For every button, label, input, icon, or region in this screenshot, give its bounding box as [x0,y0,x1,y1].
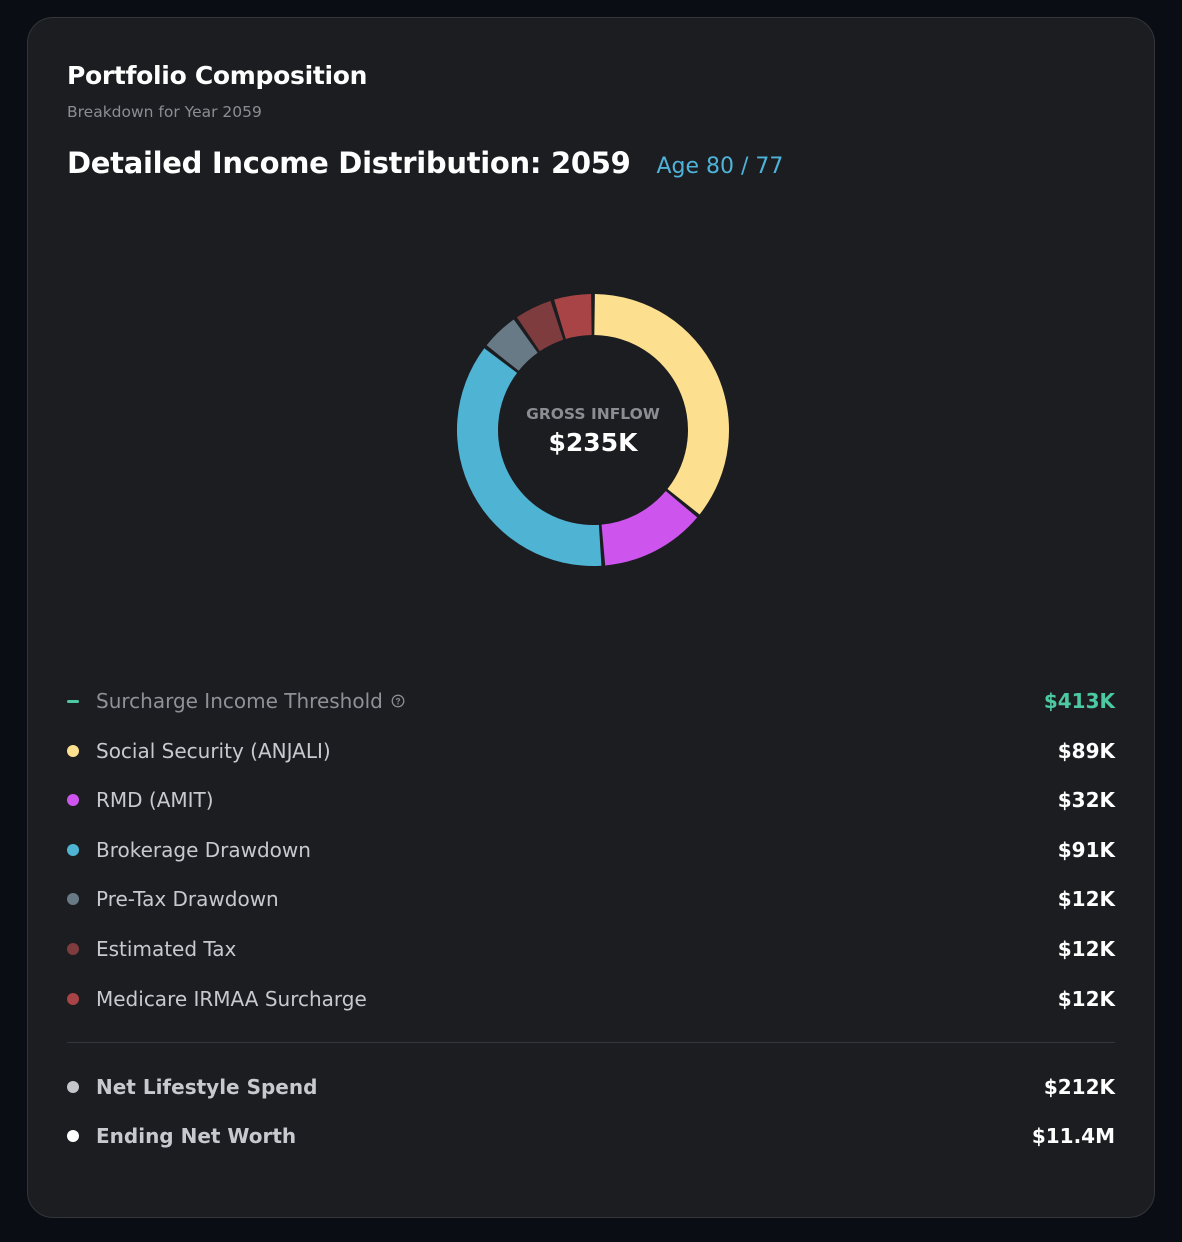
threshold-value: $413K [1043,689,1115,713]
legend-item: Brokerage Drawdown $91K [67,836,1115,864]
summary-label: Ending Net Worth [96,1124,297,1148]
legend-item: Social Security (ANJALI) $89K [67,737,1115,765]
legend-value: $89K [1057,739,1115,763]
threshold-marker [67,699,79,703]
summary-value: $212K [1043,1075,1115,1099]
legend-value: $32K [1057,788,1115,812]
donut-slice-medicare-irmaa-surcharge[interactable] [554,294,592,339]
legend-value: $91K [1057,838,1115,862]
donut-slices [456,294,730,566]
legend-marker [67,893,79,905]
legend-value: $12K [1057,987,1115,1011]
donut-slice-rmd-amit[interactable] [601,491,698,566]
legend-marker [67,993,79,1005]
legend-value: $12K [1057,937,1115,961]
center-label: GROSS INFLOW [526,405,660,423]
age-badge: Age 80 / 77 [656,154,784,179]
legend-label: Brokerage Drawdown [96,838,311,862]
center-value: $235K [549,428,640,457]
legend-item: Medicare IRMAA Surcharge $12K [67,985,1115,1013]
summary-marker [67,1081,79,1093]
legend-marker [67,943,79,955]
legend-marker [67,844,79,856]
distribution-header: Detailed Income Distribution: 2059 Age 8… [67,146,783,180]
donut-slice-social-security-anjali[interactable] [594,294,730,515]
distribution-title: Detailed Income Distribution: 2059 [67,146,631,180]
summary-marker [67,1130,79,1142]
donut-slice-brokerage-drawdown[interactable] [456,348,602,566]
legend-item: Pre-Tax Drawdown $12K [67,885,1115,913]
legend-label: Social Security (ANJALI) [96,739,331,763]
help-circle-icon[interactable] [391,694,405,708]
threshold-label: Surcharge Income Threshold [96,689,383,713]
card-subtitle: Breakdown for Year 2059 [67,103,262,121]
summary-divider [67,1042,1115,1043]
legend-item: Estimated Tax $12K [67,935,1115,963]
legend-label: RMD (AMIT) [96,788,214,812]
legend-label: Pre-Tax Drawdown [96,887,279,911]
donut-slice-pre-tax-drawdown[interactable] [486,319,538,371]
card-title: Portfolio Composition [67,61,368,90]
legend-label: Estimated Tax [96,937,237,961]
legend-item: RMD (AMIT) $32K [67,786,1115,814]
legend-marker [67,745,79,757]
summary-value: $11.4M [1031,1124,1115,1148]
summary-label: Net Lifestyle Spend [96,1075,318,1099]
donut-slice-estimated-tax[interactable] [516,300,564,352]
summary-item-ending-net-worth: Ending Net Worth $11.4M [67,1122,1115,1150]
income-donut-chart: GROSS INFLOW $235K [456,294,730,566]
portfolio-composition-card: Portfolio Composition Breakdown for Year… [27,17,1155,1218]
threshold-row: Surcharge Income Threshold $413K [67,687,1115,715]
legend-marker [67,794,79,806]
summary-item-net-lifestyle-spend: Net Lifestyle Spend $212K [67,1073,1115,1101]
legend-label: Medicare IRMAA Surcharge [96,987,367,1011]
legend-value: $12K [1057,887,1115,911]
